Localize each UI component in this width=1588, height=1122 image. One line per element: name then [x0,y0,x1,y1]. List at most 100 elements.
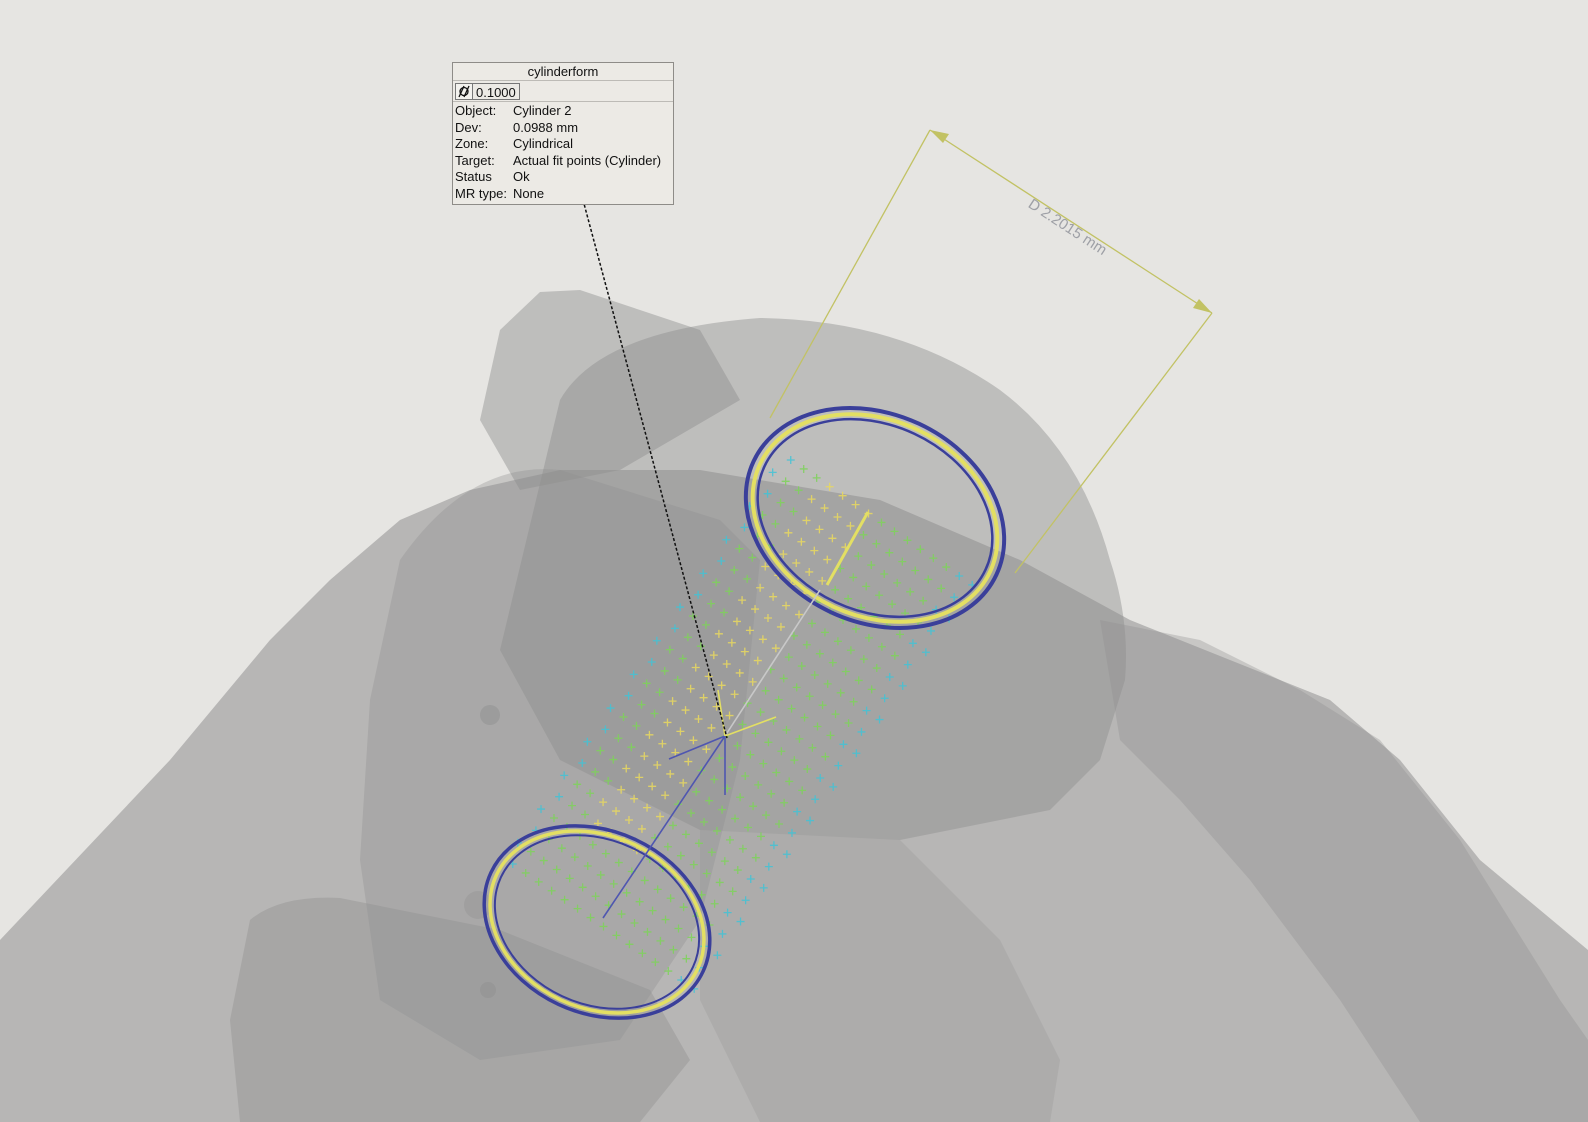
fit-point-marker [782,601,791,610]
fit-point-marker [696,642,705,651]
fit-point-marker [601,725,610,734]
fit-point-marker [885,548,894,557]
fit-point-marker [748,553,757,562]
fit-point-marker [746,750,755,759]
fit-point-marker [609,879,618,888]
cylinder-bottom-ring[interactable] [453,790,742,1054]
fit-point-marker [549,813,558,822]
fit-point-marker [839,740,848,749]
part-model[interactable] [0,290,1588,1122]
fit-point-marker [761,686,770,695]
fit-point-marker [787,828,796,837]
fit-point-marker [775,820,784,829]
fit-point-marker [790,756,799,765]
fit-point-marker [681,706,690,715]
part-hole-2 [480,982,496,998]
part-right-face [1100,620,1588,1122]
fit-point-marker [656,936,665,945]
fit-point-marker [586,789,595,798]
fit-point-marker [776,622,785,631]
fit-point-marker [617,785,626,794]
fit-point-marker [815,649,824,658]
fit-point-marker [759,759,768,768]
fit-point-marker [895,630,904,639]
fit-point-marker [828,658,837,667]
part-cylinder-boss [360,469,760,1060]
part-dome [500,318,1126,840]
fit-point-marker [758,635,767,644]
cylinder-top-ring[interactable] [710,367,1041,669]
fit-point-marker [890,651,899,660]
fit-point-marker [846,521,855,530]
fit-point-marker [650,709,659,718]
fit-point-marker [890,527,899,536]
fit-point-marker [731,814,740,823]
fit-point-marker [950,593,959,602]
fit-point-marker [630,919,639,928]
fit-point-marker [798,786,807,795]
row-key: Zone: [455,136,489,151]
fit-point-marker [771,519,780,528]
fit-point-marker [908,639,917,648]
fit-point-marker [661,791,670,800]
fit-point-marker [862,582,871,591]
fit-point-marker [722,535,731,544]
fit-point-marker [652,636,661,645]
fit-point-marker [712,702,721,711]
fit-point-marker [735,544,744,553]
fit-point-marker [676,727,685,736]
fit-point-marker [748,677,757,686]
fit-point-marker [779,550,788,559]
fit-point-marker [831,710,840,719]
fit-point-marker [606,704,615,713]
fit-point-marker [779,674,788,683]
fit-point-marker [746,874,755,883]
fit-point-marker [862,706,871,715]
fit-point-marker [919,596,928,605]
fit-point-marker [831,585,840,594]
fit-point-marker [699,569,708,578]
fit-point-marker [573,780,582,789]
cylinderform-callout[interactable]: cylinderform 0.1000 Object: Cylinder 2 D… [452,62,674,205]
fit-point-marker [937,584,946,593]
fit-point-marker [762,811,771,820]
row-key: Object: [455,103,497,118]
fit-point-marker [599,798,608,807]
fit-point-marker [683,633,692,642]
tolerance-value: 0.1000 [473,82,520,100]
fit-point-marker [658,739,667,748]
fit-point-marker [805,692,814,701]
fit-point-marker [823,679,832,688]
fit-point-marker [678,654,687,663]
fit-point-marker [669,945,678,954]
fit-point-marker [818,701,827,710]
fit-point-marker [570,853,579,862]
fit-point-marker [797,537,806,546]
fit-point-marker [818,576,827,585]
fit-point-marker [537,805,546,814]
fit-point-marker [753,656,762,665]
fit-point-marker [740,523,749,532]
fit-point-marker [782,725,791,734]
fit-point-marker [816,773,825,782]
fit-point-marker [694,839,703,848]
fit-point-marker [637,700,646,709]
fit-point-marker [829,782,838,791]
fit-point-marker [591,767,600,776]
fit-point-marker [679,778,688,787]
fit-point-marker [820,504,829,513]
fit-point-marker [557,844,566,853]
fit-point-marker [756,708,765,717]
fit-point-marker [704,672,713,681]
fit-point-marker [648,906,657,915]
fit-point-marker [712,826,721,835]
diameter-label: D 2.2015 mm [1025,196,1110,259]
fit-point-marker [768,468,777,477]
fit-point-marker [664,967,673,976]
fit-point-marker [705,796,714,805]
fit-point-marker [857,603,866,612]
fit-point-marker [784,528,793,537]
fit-point-marker [702,745,711,754]
